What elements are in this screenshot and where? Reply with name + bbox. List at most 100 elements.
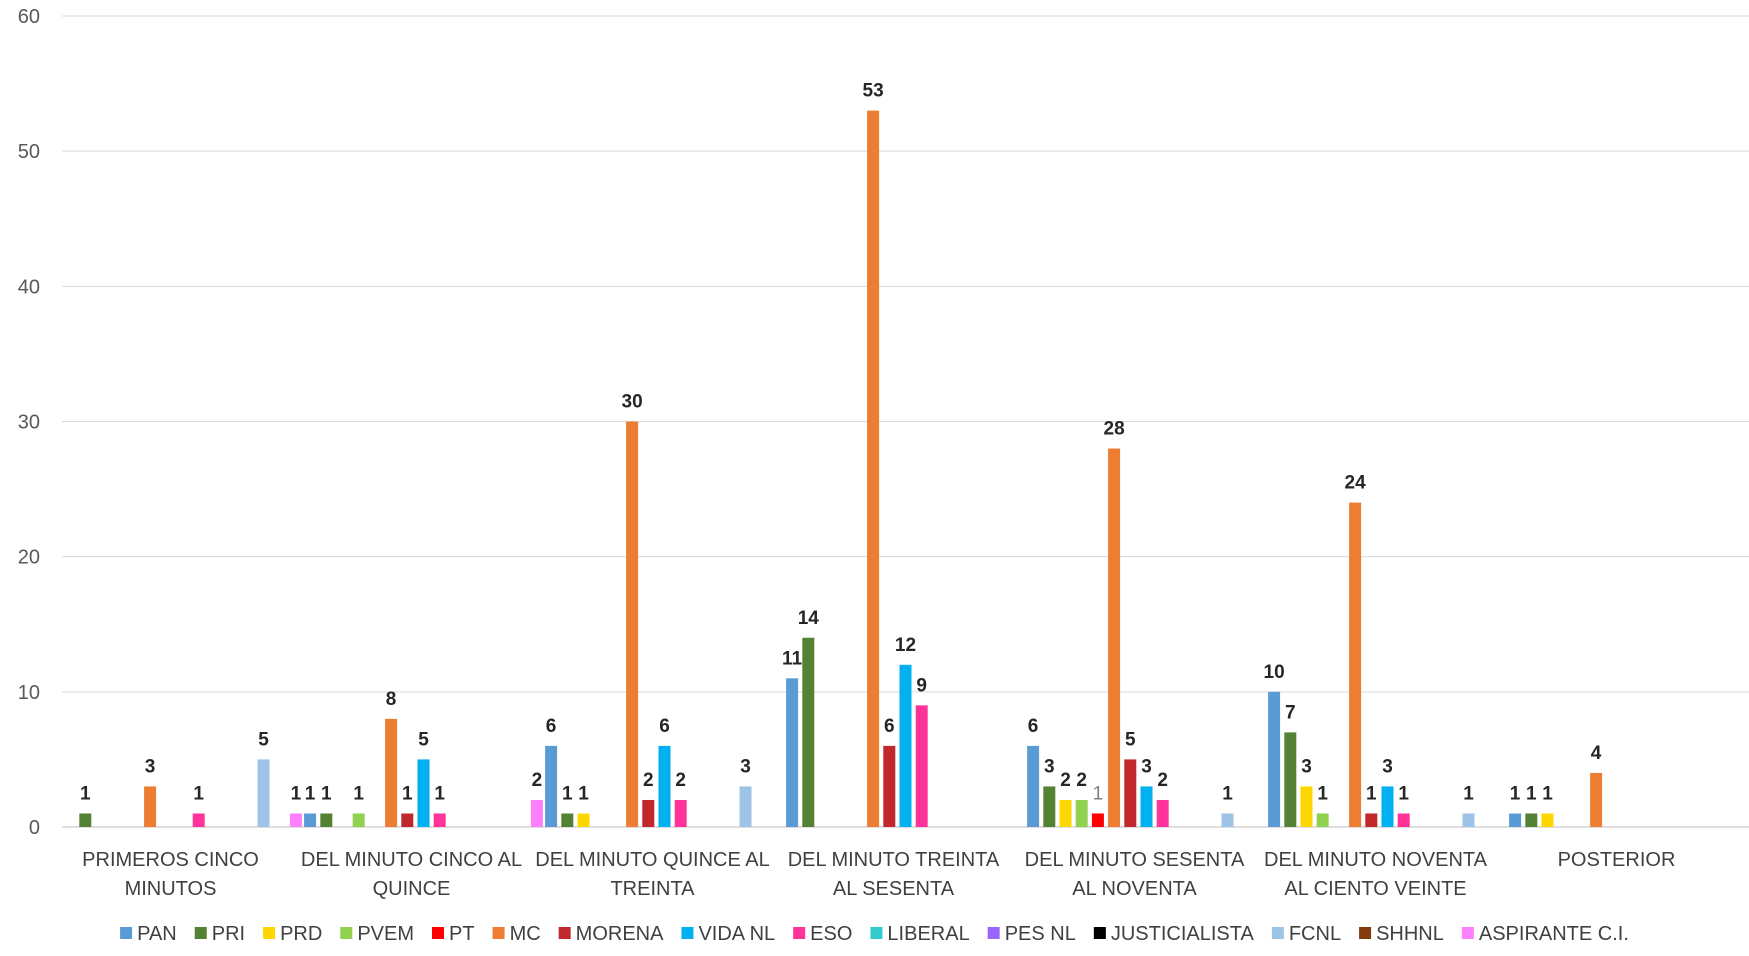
bar-eso [1156,799,1169,827]
bar-morena [642,799,655,827]
bar-pri [320,813,333,827]
data-label: 1 [434,783,445,804]
data-label: 1 [1093,783,1104,804]
bar-pt [1091,813,1104,827]
bar-pan [1027,745,1040,827]
bar-vida-nl [1140,786,1153,827]
data-label: 1 [291,783,302,804]
data-label: 2 [1076,770,1087,791]
y-tick-label: 20 [18,547,40,569]
data-label: 3 [740,756,751,777]
legend-label: FCNL [1289,923,1341,945]
legend-swatch [340,927,353,939]
bar-pvem [1075,799,1088,827]
data-label: 1 [1526,783,1537,804]
data-label: 3 [1301,756,1312,777]
data-label: 1 [1510,783,1521,804]
bar-morena [401,813,414,827]
data-label: 30 [622,392,643,413]
x-tick-label: QUINCE [373,878,451,900]
data-label: 2 [1157,770,1168,791]
bar-pan [1509,813,1522,827]
legend-label: PRD [280,923,322,945]
bar-mc [385,718,398,827]
legend-swatch [870,927,883,939]
bar-fcnl [257,759,270,827]
data-label: 6 [884,716,895,737]
legend-swatch [1093,927,1106,939]
legend-swatch [1359,927,1372,939]
data-label: 2 [643,770,654,791]
data-label: 1 [1463,783,1474,804]
legend-label: PAN [137,923,177,945]
data-label: 8 [386,689,397,710]
data-label: 5 [418,729,429,750]
data-label: 2 [532,770,543,791]
x-tick-label: DEL MINUTO SESENTA [1025,849,1245,871]
data-label: 1 [305,783,316,804]
legend-label: VIDA NL [698,923,775,945]
data-label: 1 [1366,783,1377,804]
legend-label: PRI [212,923,245,945]
x-tick-label: MINUTOS [125,878,217,900]
data-label: 1 [402,783,413,804]
x-tick-label: AL NOVENTA [1072,878,1197,900]
data-label: 12 [895,635,916,656]
data-label: 2 [675,770,686,791]
data-label: 6 [546,716,557,737]
legend-label: PVEM [357,923,414,945]
data-label: 5 [1125,729,1136,750]
data-label: 11 [782,648,803,669]
data-label: 1 [80,783,91,804]
bar-morena [1365,813,1378,827]
legend-label: PT [449,923,475,945]
bar-vida-nl [658,745,671,827]
bar-aspirante-c-i- [289,813,302,827]
bar-eso [1397,813,1410,827]
data-label: 6 [659,716,670,737]
data-label: 3 [1044,756,1055,777]
legend-label: ASPIRANTE C.I. [1479,923,1629,945]
bar-prd [1300,786,1313,827]
legend-swatch [987,927,1000,939]
bar-pan [304,813,317,827]
y-axis-ticks: 0 10 20 30 40 50 60 [18,6,40,839]
bar-eso [674,799,687,827]
bar-fcnl [1462,813,1475,827]
gridlines [62,15,1749,828]
bar-eso [192,813,205,827]
bar-pri [1284,732,1297,827]
bar-morena [1124,759,1137,827]
legend: PAN PRI PRD PVEM PT MC MORENA VIDA NL ESO LIBERAL… [120,923,1629,945]
bar-pri [802,637,815,827]
x-tick-label: DEL MINUTO NOVENTA [1264,849,1488,871]
x-tick-label: PRIMEROS CINCO [82,849,259,871]
data-label: 1 [193,783,204,804]
bar-eso [433,813,446,827]
x-tick-label: AL SESENTA [833,878,955,900]
bar-fcnl [1221,813,1234,827]
data-label: 2 [1060,770,1071,791]
data-label: 10 [1264,662,1285,683]
data-label: 4 [1591,743,1602,764]
data-label: 24 [1345,473,1367,494]
legend-swatch [120,927,133,939]
legend-label: LIBERAL [887,923,969,945]
legend-label: ESO [810,923,852,945]
y-tick-label: 30 [18,412,40,434]
bar-eso [915,705,928,827]
x-tick-label: DEL MINUTO TREINTA [788,849,1000,871]
bar-mc [144,786,157,827]
data-label: 28 [1104,419,1125,440]
legend-swatch [263,927,276,939]
legend-swatch [558,927,571,939]
data-label: 53 [863,81,884,102]
bar-mc [1590,772,1603,827]
legend-swatch [432,927,444,939]
legend-swatch [1461,927,1474,939]
legend-label: JUSTICIALISTA [1111,923,1255,945]
bar-fcnl [739,786,752,827]
y-tick-label: 40 [18,276,40,298]
y-tick-label: 60 [18,6,40,28]
